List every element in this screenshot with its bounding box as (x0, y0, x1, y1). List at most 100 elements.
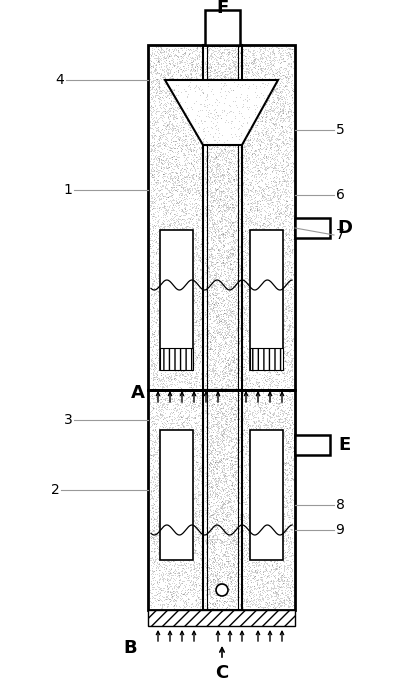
Point (210, 94, 217, 105)
Point (239, 158, 245, 169)
Point (233, 479, 240, 490)
Point (166, 156, 173, 167)
Point (266, 62, 273, 73)
Point (170, 45, 177, 56)
Point (246, 600, 252, 611)
Point (194, 109, 200, 120)
Point (229, 447, 235, 458)
Point (230, 357, 237, 368)
Point (226, 168, 232, 179)
Point (228, 403, 235, 414)
Point (198, 349, 205, 360)
Point (167, 173, 173, 184)
Point (220, 600, 226, 611)
Point (209, 497, 216, 508)
Point (266, 137, 273, 148)
Point (193, 416, 200, 427)
Point (221, 214, 228, 225)
Point (252, 218, 258, 229)
Point (256, 51, 263, 62)
Point (181, 97, 187, 108)
Point (230, 501, 236, 512)
Point (246, 56, 252, 67)
Point (191, 530, 198, 541)
Point (284, 500, 290, 511)
Point (224, 276, 230, 287)
Point (227, 510, 234, 521)
Point (148, 130, 155, 141)
Point (266, 140, 273, 151)
Point (220, 230, 226, 241)
Point (222, 204, 229, 215)
Point (170, 403, 176, 414)
Point (222, 546, 228, 557)
Point (213, 481, 219, 492)
Point (243, 293, 249, 304)
Point (233, 536, 240, 547)
Point (226, 247, 233, 258)
Point (232, 370, 238, 381)
Point (275, 66, 282, 77)
Point (220, 265, 227, 276)
Point (196, 204, 202, 215)
Point (187, 177, 194, 188)
Point (218, 73, 224, 84)
Point (205, 324, 211, 335)
Point (224, 84, 231, 95)
Point (224, 116, 230, 127)
Point (150, 484, 157, 495)
Point (192, 491, 198, 502)
Point (225, 122, 232, 133)
Point (256, 381, 263, 392)
Point (217, 86, 224, 97)
Point (289, 224, 296, 235)
Point (261, 213, 268, 224)
Point (229, 352, 235, 363)
Point (217, 211, 224, 222)
Point (211, 281, 217, 292)
Point (202, 176, 209, 187)
Point (190, 563, 197, 574)
Point (244, 281, 251, 292)
Point (235, 233, 242, 244)
Point (266, 115, 273, 126)
Point (188, 209, 195, 220)
Point (212, 507, 219, 518)
Point (174, 169, 180, 180)
Point (217, 212, 224, 223)
Point (225, 572, 231, 583)
Point (192, 417, 198, 428)
Point (234, 574, 240, 585)
Point (215, 418, 222, 429)
Point (197, 426, 203, 437)
Point (208, 121, 214, 132)
Point (191, 93, 198, 104)
Point (235, 355, 242, 366)
Point (240, 319, 246, 330)
Point (161, 219, 168, 230)
Point (213, 566, 220, 577)
Point (193, 320, 200, 331)
Point (192, 308, 199, 319)
Point (214, 257, 221, 268)
Point (227, 208, 233, 219)
Point (264, 176, 271, 187)
Point (203, 231, 210, 242)
Point (217, 187, 224, 198)
Point (194, 134, 200, 145)
Point (205, 209, 212, 220)
Point (220, 345, 227, 356)
Point (253, 389, 259, 400)
Point (204, 57, 211, 68)
Point (207, 143, 214, 154)
Point (258, 155, 265, 166)
Point (280, 209, 286, 220)
Point (224, 569, 230, 580)
Point (266, 58, 273, 69)
Point (243, 116, 249, 127)
Point (212, 183, 219, 194)
Point (204, 370, 211, 381)
Point (149, 472, 156, 483)
Point (229, 412, 235, 423)
Point (287, 444, 293, 455)
